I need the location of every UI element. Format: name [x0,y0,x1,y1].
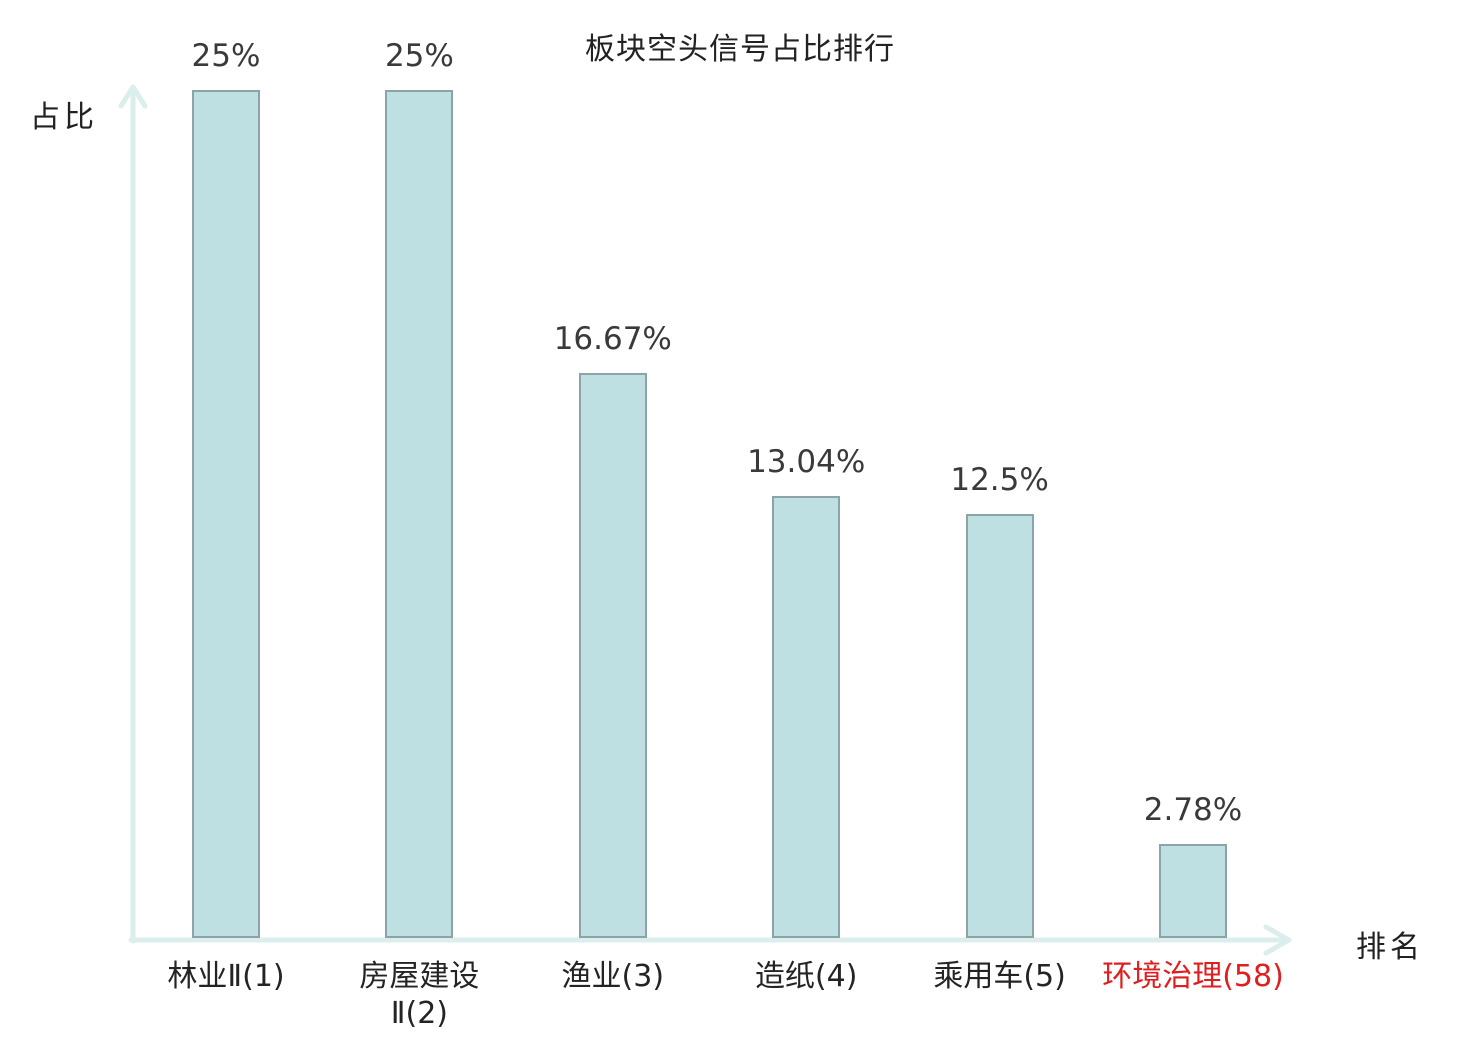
category-label: 造纸(4) [754,959,858,994]
bar-value-label: 12.5% [950,462,1049,498]
bar [385,90,454,938]
bar [772,495,841,938]
y-axis-label: 占比 [30,100,98,135]
chart-title: 板块空头信号占比排行 [585,32,895,67]
category-label: 房屋建设 Ⅱ(2) [359,959,480,1031]
bar-value-label: 25% [191,38,261,74]
x-axis-arrowhead-icon [1263,924,1292,956]
category-label: 乘用车(5) [933,959,1066,994]
bar-value-label: 13.04% [747,443,866,480]
bar [578,372,647,938]
bar [965,514,1034,938]
bar [192,90,260,938]
x-axis-label: 排名 [1356,930,1424,965]
category-label: 环境治理(58) [1102,959,1284,994]
bar-value-label: 25% [384,38,454,74]
category-label: 林业Ⅱ(1) [167,959,285,994]
bar-value-label: 16.67% [553,320,672,357]
bar-value-label: 2.78% [1143,791,1243,828]
y-axis-arrowhead-icon [118,84,148,109]
category-label: 渔业(3) [561,959,665,994]
bar [1159,843,1227,938]
